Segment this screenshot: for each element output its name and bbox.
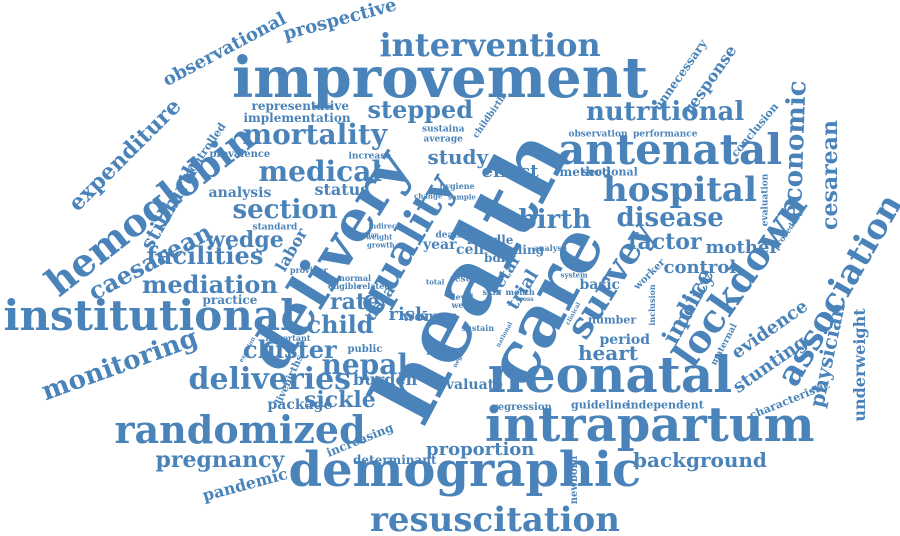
- word-total: total: [426, 277, 445, 287]
- word-bdhs: bdhs: [484, 251, 517, 265]
- word-section: section: [232, 195, 338, 225]
- word-proportion: proportion: [426, 439, 535, 460]
- word-guideline: guideline: [571, 398, 629, 412]
- word-status: status: [314, 180, 370, 199]
- word-child: child: [306, 310, 374, 339]
- word-private: private: [426, 345, 458, 355]
- word-implementation: implementation: [243, 111, 351, 125]
- word-level: level: [452, 292, 474, 302]
- word-period: period: [599, 332, 651, 348]
- word-cluster: cluster: [243, 335, 337, 364]
- word-practice: practice: [202, 293, 258, 307]
- word-hospital: hospital: [603, 170, 757, 210]
- word-burden: burden: [353, 370, 418, 389]
- word-evaluation: evaluation: [760, 173, 771, 227]
- word-analysis: analysis: [208, 185, 272, 201]
- word-institutional: institutional: [3, 291, 297, 340]
- word-important: important: [265, 333, 311, 343]
- word-mediation: mediation: [142, 270, 278, 299]
- word-pregnancy: pregnancy: [155, 447, 285, 473]
- word-newborn: newborn: [569, 455, 581, 505]
- word-independent: independent: [626, 398, 704, 412]
- word-sectional: sectional: [582, 165, 638, 179]
- word-background: background: [633, 448, 767, 472]
- word-heart: heart: [578, 341, 638, 365]
- word-month: month: [505, 287, 535, 297]
- word-nutritional: nutritional: [586, 97, 745, 127]
- word-regression: regression: [492, 402, 552, 413]
- word-basic: basic: [579, 277, 621, 293]
- word-indirect: indirect: [368, 221, 400, 231]
- word-weight: weight: [366, 232, 393, 242]
- word-change: change: [414, 191, 443, 201]
- word-bundle: bundle: [467, 233, 514, 247]
- word-rate: rate: [330, 289, 381, 315]
- word-cesarean: cesarean: [816, 120, 843, 230]
- word-facilities: facilities: [146, 241, 264, 270]
- word-mortality: mortality: [242, 118, 388, 151]
- word-inclusion: inclusion: [647, 284, 658, 326]
- word-number: number: [588, 313, 637, 327]
- word-effect: effect: [481, 161, 539, 182]
- word-risk: risk: [388, 304, 428, 325]
- word-similar: similar: [354, 232, 378, 239]
- word-cross: cross: [516, 296, 534, 303]
- word-sustaina: sustaina: [422, 124, 465, 135]
- word-birth: birth: [518, 205, 592, 235]
- word-sickle: sickle: [304, 387, 376, 413]
- word-growth: growth: [367, 240, 395, 250]
- word-deliveries: deliveries: [188, 362, 352, 397]
- word-underweight: underweight: [850, 308, 870, 422]
- word-factor: factor: [628, 229, 702, 255]
- word-economic: economic: [777, 79, 813, 221]
- word-performance: performance: [633, 129, 698, 140]
- word-neonatal: neonatal: [487, 345, 733, 404]
- word-result: result: [450, 274, 480, 285]
- word-medical: medical: [258, 155, 382, 188]
- word-death: death: [435, 230, 465, 241]
- word-sustain: sustain: [461, 323, 495, 333]
- word-antenatal: antenatal: [558, 125, 783, 174]
- word-stepped: stepped: [367, 95, 473, 124]
- word-normal: normal: [339, 273, 372, 283]
- word-analyse: analyse: [533, 243, 567, 253]
- word-wedge: wedge: [206, 227, 284, 253]
- word-sample: sample: [448, 192, 476, 202]
- word-eligible: eligible: [328, 281, 362, 291]
- word-intrapartum: intrapartum: [485, 397, 815, 453]
- word-standard: standard: [252, 222, 298, 233]
- word-week: week: [451, 300, 475, 310]
- word-resuscitation: resuscitation: [370, 500, 620, 536]
- word-intervention: intervention: [379, 26, 601, 64]
- word-control: control: [663, 257, 737, 278]
- word-woman: woman: [402, 309, 458, 325]
- word-representative: representative: [251, 99, 349, 113]
- word-study: study: [427, 145, 489, 169]
- word-method: method: [559, 165, 611, 179]
- word-evaluate: evaluate: [437, 377, 504, 393]
- word-related: related: [358, 281, 390, 291]
- word-skin: skin: [482, 287, 502, 297]
- word-nepal: nepal: [321, 348, 409, 381]
- word-observation: observation: [568, 129, 628, 140]
- word-hygiene: hygiene: [439, 181, 475, 191]
- word-public: public: [347, 344, 383, 355]
- word-year: year: [423, 237, 457, 253]
- word-average: average: [423, 134, 463, 145]
- word-randomized: randomized: [114, 407, 366, 452]
- word-improvement: improvement: [232, 45, 649, 111]
- word-system: system: [560, 270, 588, 280]
- word-mother: mother: [705, 237, 779, 258]
- word-disease: disease: [616, 203, 724, 233]
- word-cell: cell: [456, 242, 485, 258]
- word-provider: provider: [290, 265, 328, 275]
- word-scaling: scaling: [496, 243, 545, 257]
- word-package: package: [267, 397, 333, 413]
- word-demographic: demographic: [288, 442, 642, 498]
- word-increase: increase: [348, 151, 392, 162]
- word-prevalence: prevalence: [209, 149, 271, 160]
- word-determinant: determinant: [353, 453, 437, 467]
